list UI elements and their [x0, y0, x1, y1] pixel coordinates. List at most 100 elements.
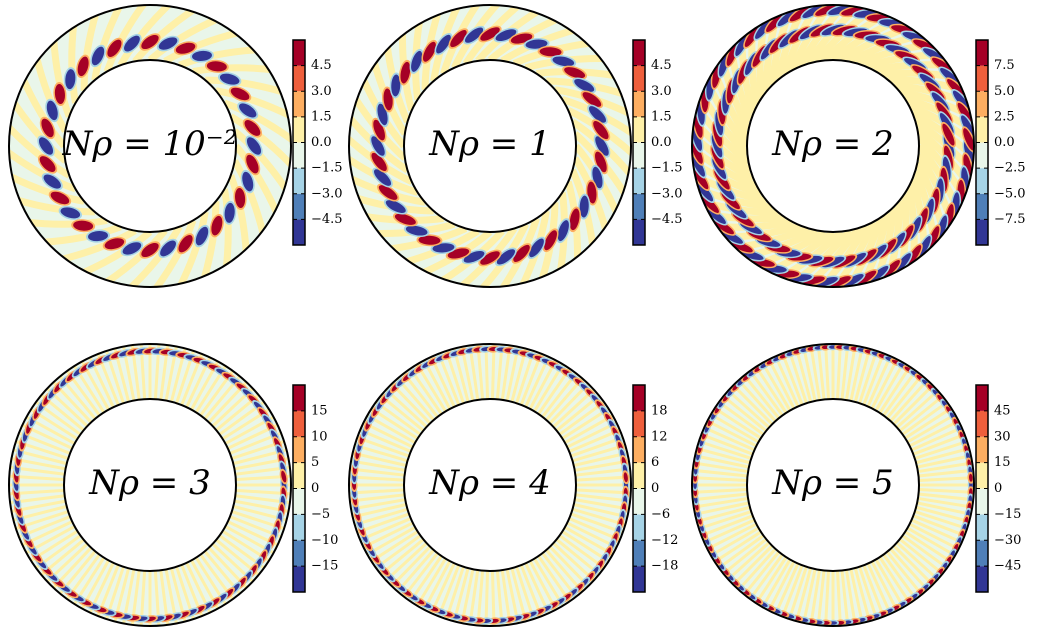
outer-boundary — [348, 343, 632, 627]
pattern-lobe — [158, 37, 178, 50]
pattern-stripe — [8, 146, 77, 193]
pattern-lobe — [195, 226, 209, 246]
colorbar-tick-label: 5 — [311, 455, 319, 470]
pattern-lobe — [219, 73, 240, 85]
pattern-lobe — [141, 34, 159, 50]
colorbar-tick-label: 1.5 — [311, 109, 332, 124]
pattern-lobe — [801, 276, 825, 285]
pattern-lobe — [77, 56, 89, 77]
pattern-stripe — [8, 97, 68, 164]
pattern-lobe — [436, 34, 451, 54]
colorbar-level — [293, 540, 305, 567]
colorbar-tick-label: 0 — [994, 481, 1002, 496]
pattern-lobe — [557, 220, 569, 242]
pattern-lobe — [495, 29, 517, 41]
colorbar-level — [633, 410, 645, 437]
colorbar-level — [976, 65, 988, 92]
pattern-lobe — [961, 115, 974, 137]
colorbar-tick-label: 0.0 — [994, 135, 1015, 150]
panel: Nρ = 10⁻² −4.5 −3.0 −1.5 0.0 1.5 3.0 4.5 — [8, 4, 343, 288]
pattern-stripe — [192, 64, 276, 75]
pattern-lobe — [855, 270, 877, 286]
colorbar-tick-label: −2.5 — [994, 161, 1026, 176]
colorbar-level — [293, 488, 305, 515]
pattern-stripe — [150, 219, 197, 288]
panel-title: Nρ = 5 — [771, 463, 893, 503]
pattern-lobe — [175, 42, 196, 54]
pattern-lobe — [802, 5, 824, 18]
colorbar-tick-label: −45 — [994, 559, 1021, 574]
colorbar-tick-label: −7.5 — [994, 212, 1026, 227]
pattern-stripe — [233, 143, 282, 218]
colorbar-level — [976, 91, 988, 117]
pattern-lobe — [411, 50, 423, 72]
pattern-stripe — [13, 195, 95, 216]
colorbar-level — [976, 436, 988, 463]
colorbar-level — [976, 488, 988, 515]
pattern-stripe — [68, 20, 79, 104]
pattern-lobe — [373, 119, 385, 141]
pattern-lobe — [65, 69, 76, 90]
colorbar-level — [976, 462, 988, 489]
annulus — [8, 4, 291, 288]
panel-title: Nρ = 1 — [428, 124, 550, 164]
pattern-lobe — [582, 92, 602, 107]
pattern-lobe — [579, 195, 589, 218]
pattern-lobe — [963, 154, 972, 178]
colorbar-level — [293, 385, 305, 411]
pattern-lobe — [400, 61, 411, 84]
pattern-lobe — [940, 68, 960, 85]
pattern-lobe — [525, 39, 548, 49]
pattern-stripe — [50, 36, 73, 118]
colorbar-level — [976, 514, 988, 541]
colorbar-tick-label: 15 — [994, 455, 1011, 470]
pattern-lobe — [963, 141, 974, 165]
colorbar-level — [633, 514, 645, 541]
colorbar-level — [633, 488, 645, 515]
colorbar-level — [976, 40, 988, 66]
pattern-lobe — [88, 231, 108, 242]
panel: Nρ = 1 −4.5 −3.0 −1.5 0.0 1.5 3.0 4.5 — [348, 4, 683, 288]
panel: Nρ = 3 −15 −10 −5 0 5 10 15 — [8, 343, 338, 627]
pattern-lobe — [692, 127, 703, 151]
colorbar-tick-label: −6 — [651, 507, 670, 522]
pattern-lobe — [841, 7, 865, 16]
pattern-lobe — [777, 9, 797, 27]
pattern-lobe — [281, 470, 287, 483]
panel-title: Nρ = 4 — [428, 463, 550, 503]
pattern-lobe — [942, 123, 955, 146]
colorbar-level — [976, 168, 988, 194]
pattern-lobe — [206, 61, 227, 72]
pattern-stripe — [78, 229, 153, 278]
pattern-lobe — [122, 242, 142, 255]
outer-boundary — [8, 4, 292, 288]
colorbar-tick-label: −3.0 — [651, 186, 683, 201]
pattern-lobe — [809, 256, 834, 266]
colorbar-level — [633, 219, 645, 245]
outer-boundary — [691, 343, 975, 627]
pattern-lobe — [957, 102, 973, 124]
pattern-lobe — [574, 79, 595, 92]
colorbar-tick-label: 10 — [311, 429, 328, 444]
colorbar-level — [976, 142, 988, 169]
panel: Nρ = 2 −7.5 −5.0 −2.5 0.0 2.5 5.0 7.5 — [691, 4, 1026, 288]
pattern-lobe — [963, 128, 974, 151]
colorbar-tick-label: −1.5 — [651, 161, 683, 176]
colorbar-level — [633, 40, 645, 66]
colorbar-level — [633, 168, 645, 194]
pattern-lobe — [539, 47, 562, 57]
pattern-stripe — [80, 9, 101, 91]
pattern-lobe — [391, 74, 401, 97]
pattern-lobe — [513, 244, 530, 263]
colorbar-tick-label: 45 — [994, 403, 1011, 418]
colorbar-level — [976, 410, 988, 437]
pattern-lobe — [373, 169, 392, 186]
colorbar-level — [976, 116, 988, 143]
colorbar-level — [976, 219, 988, 245]
pattern-stripe — [215, 87, 291, 121]
colorbar-tick-label: 2.5 — [994, 109, 1015, 124]
pattern-lobe — [432, 243, 455, 253]
pattern-stripe — [147, 14, 222, 63]
pattern-lobe — [587, 181, 597, 204]
pattern-lobe — [246, 154, 259, 174]
